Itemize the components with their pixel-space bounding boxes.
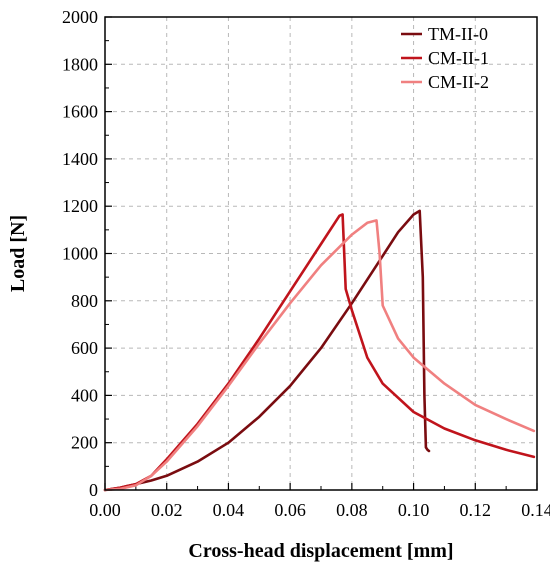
y-tick-label: 1000	[62, 244, 98, 264]
y-tick-label: 1200	[62, 196, 98, 216]
x-tick-label: 0.10	[398, 500, 430, 520]
x-tick-label: 0.00	[89, 500, 121, 520]
x-tick-label: 0.04	[213, 500, 245, 520]
series-line-tm-ii-0	[103, 209, 431, 492]
x-tick-label: 0.14	[521, 500, 550, 520]
y-tick-label: 1400	[62, 149, 98, 169]
series-line-cm-ii-1	[103, 213, 536, 492]
x-tick-label: 0.12	[460, 500, 492, 520]
y-tick-label: 800	[71, 291, 98, 311]
y-tick-label: 1600	[62, 102, 98, 122]
x-tick-label: 0.02	[151, 500, 183, 520]
y-axis-title: Load [N]	[7, 215, 29, 292]
legend-label: TM-II-0	[428, 24, 488, 44]
plot-frame	[104, 16, 538, 491]
series-layer	[103, 209, 536, 492]
legend: TM-II-0 CM-II-1 CM-II-2	[401, 24, 489, 92]
y-tick-label: 400	[71, 385, 98, 405]
x-tick-label: 0.06	[274, 500, 306, 520]
y-tick-label: 2000	[62, 7, 98, 27]
x-tick-label: 0.08	[336, 500, 368, 520]
y-tick-label: 200	[71, 433, 98, 453]
y-tick-label: 1800	[62, 54, 98, 74]
y-tick-label: 600	[71, 338, 98, 358]
tick-label-layer: 0.00 0.02 0.04 0.06 0.08 0.10 0.12 0.14 0 200 400 6…	[62, 7, 550, 520]
legend-label: CM-II-1	[428, 48, 489, 68]
y-tick-label: 0	[89, 480, 98, 500]
series-line-cm-ii-2	[103, 219, 536, 492]
legend-label: CM-II-2	[428, 72, 489, 92]
x-axis-title: Cross-head displacement [mm]	[188, 540, 453, 562]
